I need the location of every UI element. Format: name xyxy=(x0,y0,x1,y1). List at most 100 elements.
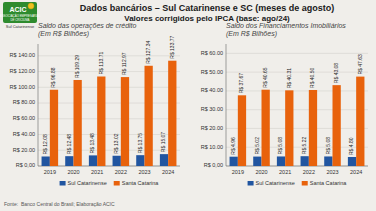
data-labels: R$ 12.08R$ 12.48R$ 13.48R$ 13.02R$ 13.75… xyxy=(42,35,175,154)
logo-leaf xyxy=(28,3,34,9)
bar xyxy=(168,61,176,166)
bars xyxy=(230,77,365,166)
data-label: R$ 43.08 xyxy=(333,63,339,84)
data-label: R$ 5.08 xyxy=(325,137,331,155)
legend-item: Santa Catarina xyxy=(114,180,160,186)
legend-swatch xyxy=(60,181,66,186)
bar xyxy=(160,154,168,166)
bar xyxy=(97,76,105,166)
panel-title-line: (Em R$ Bilhões) xyxy=(226,30,277,38)
x-tick-label: 2019 xyxy=(44,169,56,175)
y-tick-label: R$ 120.00 xyxy=(10,68,35,74)
x-tick-label: 2023 xyxy=(326,169,338,175)
legend-label: Sul Catarinense xyxy=(256,180,295,186)
bar xyxy=(238,95,246,166)
y-tick-label: R$ 60.00 xyxy=(201,50,223,56)
y-tick-label: R$ 0,00 xyxy=(16,162,35,168)
data-label: R$ 5.22 xyxy=(301,136,307,154)
bar xyxy=(277,156,285,166)
panel: Saldo dos Financiamentos Imobiliários(Em… xyxy=(201,22,368,186)
legend-item: Sul Catarinense xyxy=(60,180,107,186)
title: Dados bancários – Sul Catarinense e SC (… xyxy=(80,3,335,13)
data-label: R$ 40.65 xyxy=(262,67,268,88)
logo-text: Sul Catarinense xyxy=(6,24,35,29)
grid-line xyxy=(226,109,368,110)
logo-box xyxy=(3,2,37,23)
bar xyxy=(301,156,309,166)
legend-swatch xyxy=(302,181,308,186)
data-label: R$ 12.08 xyxy=(42,134,48,155)
bar xyxy=(42,156,50,166)
x-axis-line xyxy=(226,166,368,167)
data-label: R$ 40.31 xyxy=(286,68,292,89)
legend-label: Sul Catarinense xyxy=(68,180,107,186)
grid-line xyxy=(226,147,368,148)
bar xyxy=(262,90,270,166)
y-axis-line xyxy=(226,44,227,166)
panel-title: Saldo das operações de crédito(Em R$ Bil… xyxy=(38,22,137,38)
x-tick-label: 2019 xyxy=(232,169,244,175)
logo: ACICASSOCIAÇÃO EMPRESARIALDE CRICIÚMASul… xyxy=(0,2,41,29)
data-label: R$ 15.07 xyxy=(160,132,166,153)
legend: Sul Catarinense Santa Catarina xyxy=(248,180,348,186)
legend-item: Sul Catarinense xyxy=(248,180,295,186)
bar xyxy=(253,157,261,166)
background xyxy=(0,0,376,211)
x-tick-label: 2024 xyxy=(162,169,174,175)
bar xyxy=(324,156,332,166)
x-tick-label: 2022 xyxy=(303,169,315,175)
data-label: R$ 4.96 xyxy=(230,137,236,155)
panel: Saldo das operações de crédito(Em R$ Bil… xyxy=(10,22,180,186)
y-tick-label: R$ 40.00 xyxy=(201,87,223,93)
bar xyxy=(121,77,129,166)
x-tick-label: 2021 xyxy=(91,169,103,175)
y-tick-label: R$ 80.00 xyxy=(13,99,35,105)
bar xyxy=(113,156,121,166)
x-axis-line xyxy=(38,166,180,167)
x-tick-label: 2023 xyxy=(138,169,150,175)
grid-line xyxy=(38,55,180,56)
bar xyxy=(285,90,293,166)
y-tick-label: R$ 20.00 xyxy=(13,147,35,153)
grid-line xyxy=(226,53,368,54)
bars xyxy=(42,61,177,166)
grid-line xyxy=(38,166,180,167)
data-label: R$ 5.08 xyxy=(277,137,283,155)
data-label: R$ 109.29 xyxy=(74,55,80,78)
y-tick-label: R$ 10.00 xyxy=(201,144,223,150)
data-label: R$ 13.75 xyxy=(137,133,143,154)
grid-line xyxy=(226,90,368,91)
bar xyxy=(89,155,97,166)
logo-text: DE CRICIÚMA xyxy=(10,18,29,22)
data-label: R$ 13.02 xyxy=(113,133,119,154)
panel-title-line: Saldo dos Financiamentos Imobiliários xyxy=(226,22,346,29)
grid-line xyxy=(38,87,180,88)
x-tick-label: 2021 xyxy=(279,169,291,175)
data-label: R$ 37.67 xyxy=(238,73,244,94)
bar xyxy=(50,90,58,166)
data-label: R$ 13.48 xyxy=(89,133,95,154)
data-labels: R$ 4.96R$ 5.02R$ 5.08R$ 5.22R$ 5.08R$ 4.… xyxy=(230,54,363,155)
y-tick-label: R$ 20.00 xyxy=(201,125,223,131)
x-tick-label: 2024 xyxy=(350,169,362,175)
y-tick-label: R$ 50.00 xyxy=(201,69,223,75)
grid-line xyxy=(226,166,368,167)
bar xyxy=(333,85,341,166)
x-tick-label: 2020 xyxy=(255,169,267,175)
legend-label: Santa Catarina xyxy=(122,180,160,186)
grid-line xyxy=(38,118,180,119)
data-label: R$ 4.80 xyxy=(348,137,354,155)
panel-title-line: Saldo das operações de crédito xyxy=(38,22,137,30)
legend-swatch xyxy=(248,181,254,186)
bar xyxy=(348,157,356,166)
legend: Sul Catarinense Santa Catarina xyxy=(60,180,160,186)
legend-swatch xyxy=(114,181,120,186)
panel-title-line: (Em R$ Bilhões) xyxy=(38,30,89,38)
x-tick-label: 2020 xyxy=(67,169,79,175)
bar xyxy=(136,155,144,166)
grid-line xyxy=(38,150,180,151)
grid-line xyxy=(38,134,180,135)
data-label: R$ 113.71 xyxy=(98,52,104,75)
legend-label: Santa Catarina xyxy=(310,180,348,186)
bar xyxy=(309,90,317,166)
